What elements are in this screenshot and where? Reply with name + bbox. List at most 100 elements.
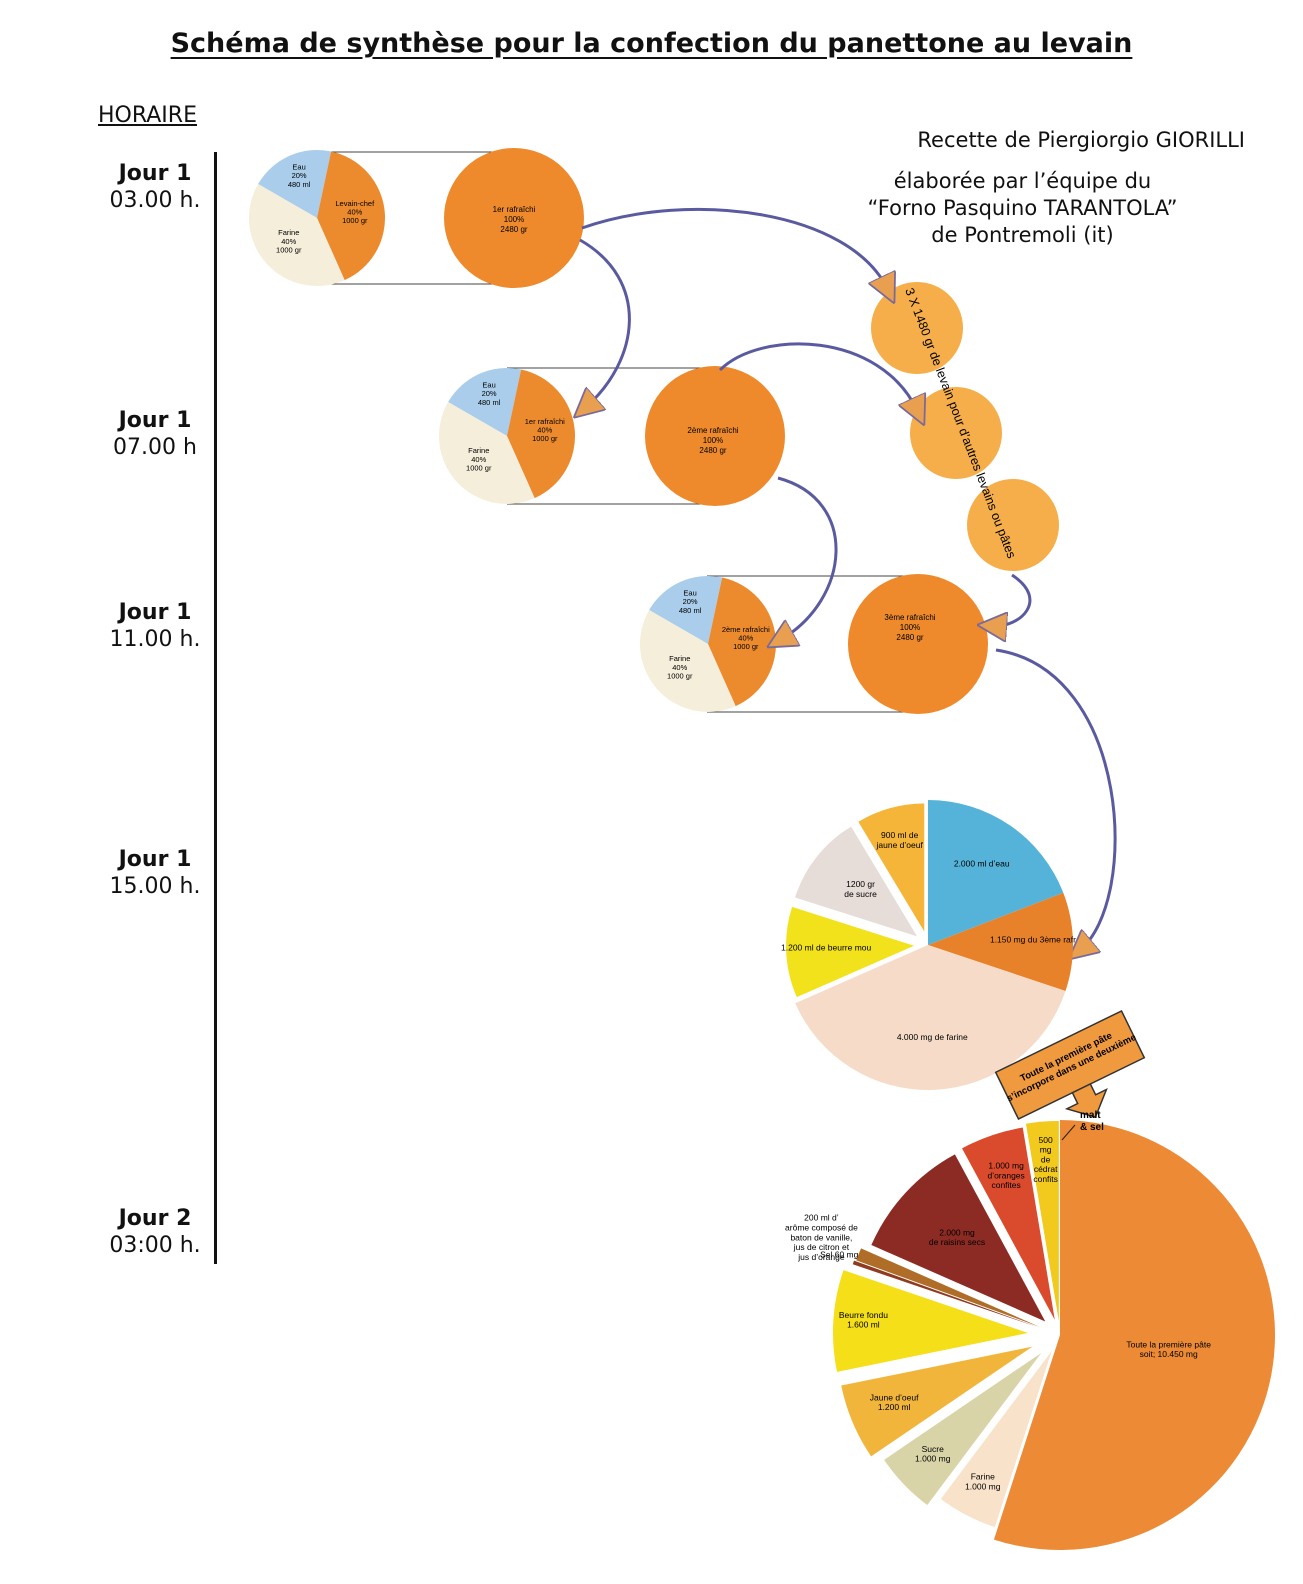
pie-slice: Farine 40% 1000 gr	[249, 184, 345, 286]
malt-annotation: malt & sel	[1061, 1110, 1104, 1141]
day-label: Jour 1	[118, 408, 192, 433]
pie-slice-label: Eau 20% 480 ml	[288, 163, 311, 189]
pie-slice-shape	[795, 826, 918, 937]
pie-slice-label: Jaune d’oeuf 1.200 ml	[870, 1392, 919, 1412]
page-title: Schéma de synthèse pour la confection du…	[170, 28, 1133, 59]
pie-slice-shape	[258, 150, 332, 218]
day-label: Jour 2	[118, 1206, 192, 1231]
pie-slice: 1.150 mg du 3ème rafr	[928, 892, 1076, 992]
pie-slice: Eau 20% 480 ml	[448, 368, 522, 436]
step1-ingredient-pie: Eau 20% 480 ml Levain-chef 40% 1000 gr Farine 4…	[249, 150, 385, 286]
pie-slice-label: Sel 60 mg	[820, 1249, 859, 1259]
pie-slice: 2.000 mg de raisins secs	[871, 1154, 1046, 1322]
pie-slice-label: Eau 20% 480 ml	[478, 381, 501, 407]
pie-slice-shape	[795, 945, 1066, 1091]
pie-slice-shape	[852, 1260, 1038, 1328]
pie-slice-shape	[439, 402, 535, 504]
pie-slice-label: Farine 40% 1000 gr	[667, 654, 693, 680]
pie-slice-label: 1er rafraîchi 40% 1000 gr	[525, 417, 565, 443]
pie-slice-shape	[928, 892, 1073, 992]
malt-label: malt & sel	[1080, 1110, 1104, 1133]
pie-slice-shape	[856, 1248, 1040, 1327]
step3-result-circle: 3ème rafraîchi 100% 2480 gr	[848, 574, 988, 714]
pie-slice-label: 2ème rafraîchi 40% 1000 gr	[722, 625, 770, 651]
pie-slice-label: Levain-chef 40% 1000 gr	[335, 199, 375, 225]
pie-slice-label: 1200 gr de sucre	[844, 879, 877, 899]
pie-slice: Beurre fondu 1.600 ml	[833, 1270, 1029, 1372]
pie-slice: Toute la première pâte soit; 10.450 mg	[993, 1120, 1276, 1550]
pie-slice-label: Beurre fondu 1.600 ml	[839, 1310, 888, 1330]
pie-slice: Eau 20% 480 ml	[649, 576, 723, 644]
day-label: Jour 1	[118, 600, 192, 625]
time-label-3: Jour 1 11.00 h.	[75, 599, 235, 653]
pie-slice-label: Toute la première pâte soit; 10.450 mg	[1126, 1339, 1211, 1359]
arrow-step2-to-step3	[778, 476, 838, 640]
credit-line: “Forno Pasquino TARANTOLA”	[867, 196, 1178, 220]
pie-slice-shape	[841, 1346, 1033, 1457]
pie-slice: 2.000 ml d’eau	[928, 800, 1064, 945]
time-label-1: Jour 1 03.00 h.	[75, 160, 235, 214]
pie-slice-shape	[1025, 1121, 1059, 1322]
pie-slice-shape	[871, 1154, 1046, 1322]
pie-slice-label: 2.000 mg de raisins secs	[929, 1227, 985, 1247]
pie-slice: Farine 40% 1000 gr	[439, 402, 535, 504]
recipe-credit: Recette de Piergiorgio GIORILLI élaborée…	[800, 127, 1245, 249]
time-label-2: Jour 1 07.00 h	[75, 407, 235, 461]
arrow-step2-to-side	[718, 342, 918, 412]
pie-slice-label: Farine 1.000 mg	[965, 1472, 1001, 1492]
pie-slice: Sucre 1.000 mg	[884, 1352, 1042, 1506]
pie-slice-label: 1.150 mg du 3ème rafr	[990, 935, 1076, 945]
time-label-4: Jour 1 15.00 h.	[75, 846, 235, 900]
pie-slice: 1er rafraîchi 40% 1000 gr	[507, 369, 576, 499]
pie-slice-label: 4.000 mg de farine	[897, 1032, 968, 1042]
pie-slice-shape	[507, 369, 576, 499]
pie-slice-shape	[833, 1270, 1029, 1372]
pie-slice: Jaune d’oeuf 1.200 ml	[841, 1346, 1033, 1457]
pie-slice-shape	[317, 151, 385, 281]
credit-author: Recette de Piergiorgio GIORILLI	[917, 128, 1245, 152]
arrow-step3-to-first-dough	[995, 648, 1117, 950]
pie-slice: 2ème rafraîchi 40% 1000 gr	[708, 577, 776, 707]
arrow-side-to-step3	[992, 573, 1032, 626]
pie-slice-shape	[640, 610, 736, 712]
second-dough-pie: Toute la première pâte soit; 10.450 mg Far…	[785, 1120, 1276, 1550]
pie-slice: Levain-chef 40% 1000 gr	[317, 151, 385, 281]
pie-slice-label: 1.200 ml de beurre mou	[781, 942, 872, 952]
pie-slice-label: 1.000 mg d’oranges confites	[987, 1161, 1024, 1191]
pie-slice: Eau 20% 480 ml	[258, 150, 332, 218]
hour-label: 11.00 h.	[109, 627, 201, 652]
pie-slice-label: 900 ml de jaune d’oeuf	[876, 830, 924, 850]
step1-result-label: 1er rafraîchi 100% 2480 gr	[493, 205, 536, 234]
step2-result-circle: 2ème rafraîchi 100% 2480 gr	[645, 366, 785, 506]
pie-slice: Sel 60 mg	[820, 1249, 1038, 1328]
flow-arrows	[580, 208, 1117, 950]
hour-label: 03.00 h.	[109, 188, 201, 213]
step2-result-label: 2ème rafraîchi 100% 2480 gr	[687, 426, 738, 455]
arrow-step1-to-side	[581, 208, 888, 290]
hour-label: 15.00 h.	[109, 874, 201, 899]
pie-slice: 900 ml de jaune d’oeuf	[858, 803, 925, 932]
connector-bands	[318, 151, 918, 713]
hour-label: 03:00 h.	[109, 1233, 201, 1258]
pie-slice-shape	[962, 1127, 1055, 1320]
pie-slice-shape	[448, 368, 522, 436]
pie-slice-shape	[928, 800, 1064, 945]
pie-slice-label: Farine 40% 1000 gr	[466, 446, 492, 472]
step1-result-circle: 1er rafraîchi 100% 2480 gr	[444, 148, 584, 288]
day-label: Jour 1	[118, 847, 192, 872]
step3-result-label: 3ème rafraîchi 100% 2480 gr	[884, 613, 935, 642]
pie-slice-label: Eau 20% 480 ml	[679, 589, 702, 615]
schedule-heading: HORAIRE	[98, 103, 197, 128]
pie-slice-label: Sucre 1.000 mg	[915, 1444, 951, 1464]
pie-slice-label: 2.000 ml d’eau	[954, 859, 1010, 869]
side-levain-circles: 3 X 1480 gr de levain pour d’autres leva…	[871, 282, 1059, 571]
pie-slice-label: 200 ml d’ arôme composé de baton de vanill…	[785, 1213, 858, 1262]
pie-slice: 200 ml d’ arôme composé de baton de vanill…	[785, 1213, 1040, 1327]
pie-slice: 1.000 mg d’oranges confites	[962, 1127, 1055, 1320]
pie-slice-label: Farine 40% 1000 gr	[276, 228, 302, 254]
pie-slice-shape	[249, 184, 345, 286]
hour-label: 07.00 h	[113, 435, 197, 460]
credit-line: de Pontremoli (it)	[931, 223, 1114, 247]
credit-line: élaborée par l’équipe du	[893, 169, 1152, 193]
pie-slice: Farine 1.000 mg	[940, 1350, 1052, 1528]
